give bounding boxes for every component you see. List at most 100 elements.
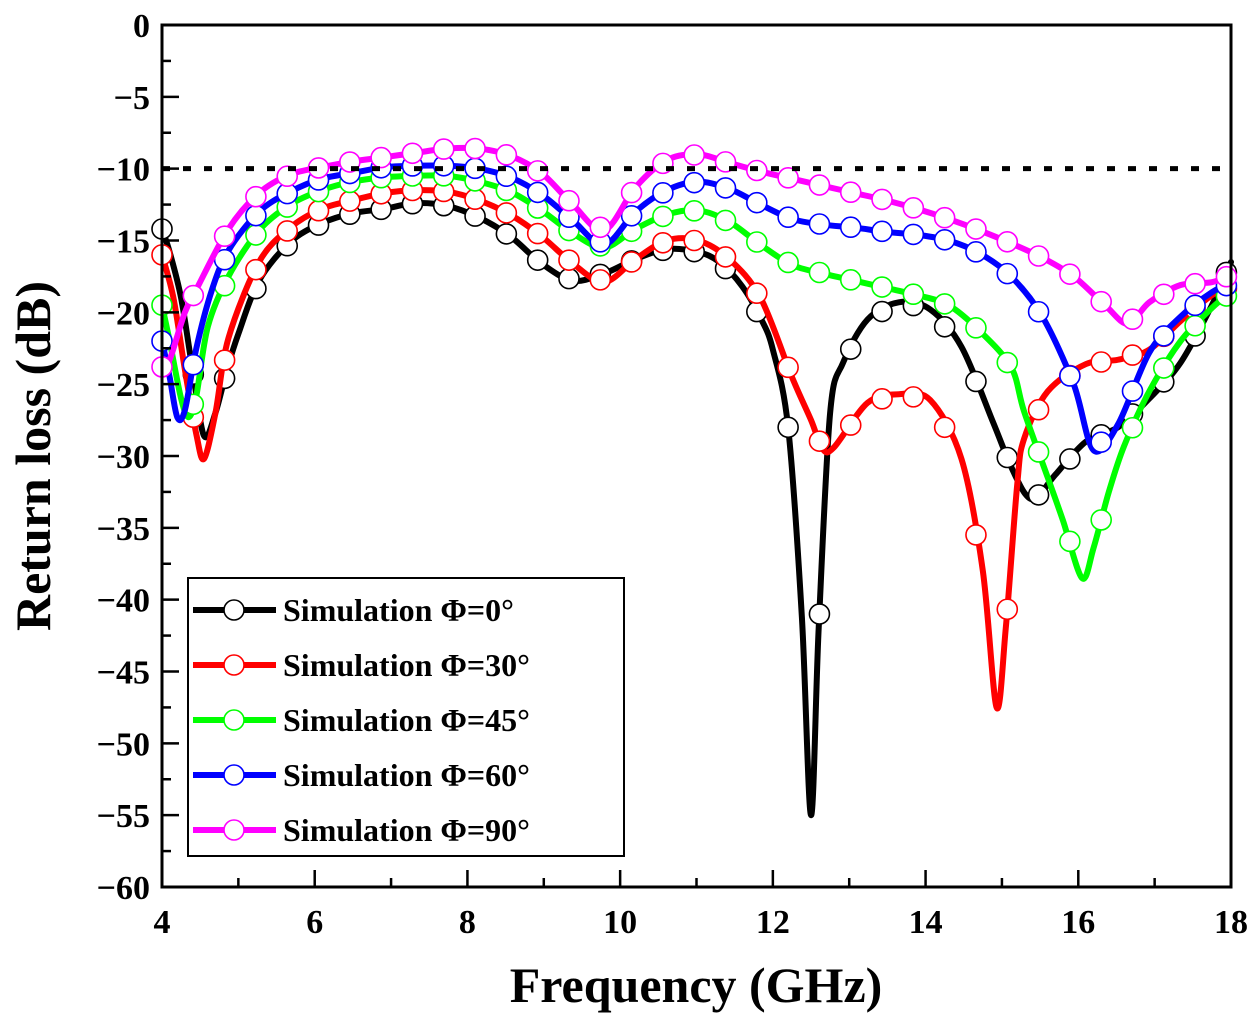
data-point-marker (1027, 484, 1050, 506)
y-tick-label: −30 (97, 439, 150, 476)
data-point-marker (1184, 294, 1206, 317)
data-point-marker (307, 199, 330, 222)
y-tick-label: −25 (97, 367, 150, 404)
legend-marker-swatch (223, 819, 245, 841)
data-point-marker (683, 144, 706, 166)
legend: Simulation Φ=0° Simulation Φ=30° Simulatio… (187, 577, 625, 857)
data-point-marker (558, 189, 580, 212)
data-point-marker (683, 200, 706, 222)
data-point-marker (652, 182, 674, 204)
legend-marker-swatch (223, 599, 245, 621)
data-point-marker (339, 190, 361, 212)
data-point-marker (558, 249, 580, 271)
data-point-marker (777, 416, 799, 439)
data-point-marker (401, 142, 424, 165)
data-point-marker (245, 224, 267, 246)
data-point-marker (996, 446, 1019, 469)
data-point-marker (902, 223, 925, 246)
data-point-marker (808, 261, 831, 284)
y-tick-label: −60 (97, 870, 150, 907)
data-point-marker (714, 209, 737, 232)
data-point-marker (777, 356, 799, 379)
data-point-marker (871, 220, 893, 243)
data-point-marker (902, 386, 925, 408)
data-point-marker (1027, 245, 1050, 267)
data-point-marker (714, 246, 737, 268)
legend-label: Simulation Φ=30° (283, 647, 530, 683)
x-tick-label: 18 (1214, 904, 1248, 941)
data-point-marker (933, 206, 956, 229)
data-point-marker (965, 524, 987, 546)
data-point-marker (495, 223, 518, 245)
y-tick-label: −55 (97, 798, 150, 835)
x-tick-label: 12 (756, 904, 790, 941)
x-axis-ticks: 4 6 8 10 12 14 16 18 (154, 870, 1248, 941)
data-point-marker (213, 225, 236, 247)
legend-label: Simulation Φ=90° (283, 812, 530, 848)
data-point-marker (1090, 351, 1112, 373)
data-point-marker (1059, 530, 1081, 553)
data-point-marker (965, 241, 987, 263)
data-point-marker (1027, 300, 1050, 323)
y-tick-label: −40 (97, 583, 150, 620)
y-axis-title: Return loss (dB) (5, 281, 61, 631)
data-point-marker (464, 137, 486, 160)
data-point-marker (1059, 365, 1081, 387)
data-point-marker (245, 204, 267, 227)
data-point-marker (1121, 344, 1144, 366)
data-point-marker (683, 229, 706, 252)
data-point-marker (965, 317, 987, 339)
data-point-marker (495, 165, 518, 188)
data-point-marker (1027, 441, 1050, 463)
data-point-marker (652, 231, 674, 254)
data-point-marker (495, 202, 518, 224)
data-point-marker (213, 349, 236, 371)
data-point-marker (1121, 416, 1144, 439)
y-tick-label: −50 (97, 726, 150, 763)
data-point-marker (933, 293, 956, 315)
data-point-marker (902, 283, 925, 306)
legend-label: Simulation Φ=45° (283, 702, 530, 738)
legend-label: Simulation Φ=0° (283, 592, 514, 628)
data-point-marker (245, 185, 267, 208)
data-point-marker (526, 222, 549, 245)
data-point-marker (1153, 357, 1175, 379)
data-point-marker (432, 138, 455, 160)
y-tick-label: −5 (114, 80, 150, 117)
data-point-marker (589, 216, 612, 239)
data-point-marker (1121, 380, 1144, 402)
data-point-marker (182, 353, 205, 376)
data-point-marker (808, 213, 831, 235)
data-point-marker (839, 216, 862, 239)
legend-label: Simulation Φ=60° (283, 757, 530, 793)
data-point-marker (558, 267, 580, 290)
data-point-marker (589, 269, 612, 291)
data-point-marker (746, 191, 768, 214)
data-point-marker (808, 603, 831, 625)
x-tick-label: 8 (459, 904, 476, 941)
data-point-marker (683, 171, 706, 194)
data-point-marker (902, 197, 925, 219)
legend-entry: Simulation Φ=0° (193, 592, 514, 628)
y-axis-ticks: 0 −5 −10 −15 −20 −25 −30 −35 −40 −45 −50 −55 −60 (97, 8, 179, 907)
legend-entry: Simulation Φ=45° (193, 702, 530, 738)
y-tick-label: −20 (97, 295, 150, 332)
data-point-marker (1121, 308, 1144, 331)
y-tick-label: −10 (97, 152, 150, 189)
data-point-marker (965, 370, 987, 393)
data-point-marker (808, 430, 831, 452)
data-point-marker (245, 258, 267, 281)
data-point-marker (1090, 290, 1112, 313)
data-point-marker (777, 206, 799, 228)
data-point-marker (996, 262, 1019, 285)
data-point-marker (1059, 448, 1081, 470)
data-point-marker (996, 598, 1019, 621)
data-point-marker (1027, 398, 1050, 421)
data-point-marker (839, 269, 862, 291)
series-phi-30 (151, 179, 1238, 712)
data-point-marker (933, 416, 956, 439)
data-point-marker (777, 167, 799, 189)
y-tick-label: −35 (97, 511, 150, 548)
data-point-marker (1090, 509, 1112, 531)
